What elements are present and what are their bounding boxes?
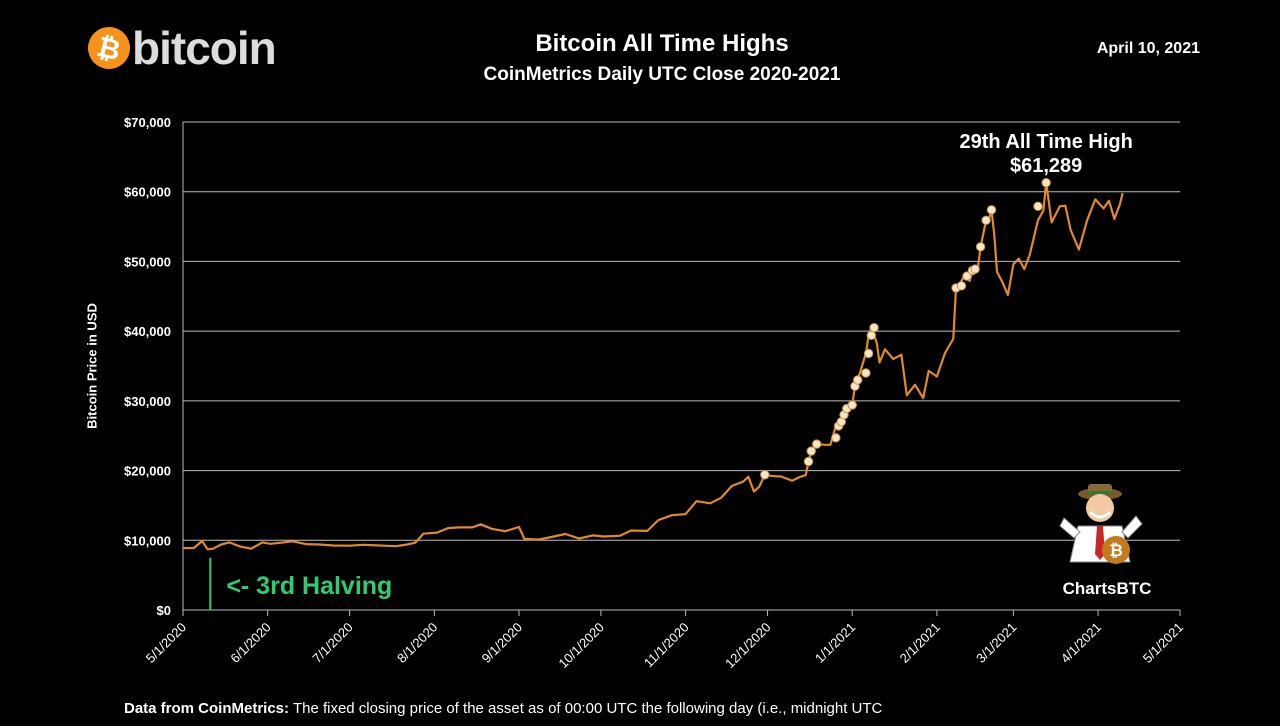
chart-title: Bitcoin All Time Highs (535, 30, 789, 57)
ath-marker (975, 242, 986, 252)
ath-marker (1041, 178, 1051, 188)
y-tick-label: $50,000 (124, 254, 171, 269)
ath-annotation-title: 29th All Time High (959, 131, 1132, 153)
x-tick-label: 9/1/2020 (479, 620, 525, 666)
ath-marker (812, 439, 822, 449)
footer-note: Data from CoinMetrics: The fixed closing… (124, 700, 882, 717)
halving-annotation: <- 3rd Halving (226, 572, 392, 600)
y-tick-label: $20,000 (124, 464, 171, 479)
ath-marker (760, 470, 770, 480)
x-tick-label: 10/1/2020 (556, 620, 608, 672)
ath-marker (956, 281, 967, 291)
ath-marker (981, 215, 991, 225)
mascot-trader-icon: ₿ (1059, 484, 1143, 564)
ath-marker (863, 348, 874, 359)
x-tick-label: 1/1/2021 (812, 620, 858, 666)
price-series-line (182, 181, 1124, 551)
x-tick-label: 12/1/2020 (722, 620, 774, 672)
x-tick-label: 6/1/2020 (227, 620, 273, 666)
ath-annotation-value: $61,289 (1010, 155, 1082, 177)
chart-date: April 10, 2021 (1096, 40, 1200, 57)
footer-source-text: The fixed closing price of the asset as … (292, 700, 883, 717)
ath-marker (869, 322, 879, 333)
x-tick-label: 2/1/2021 (897, 620, 943, 666)
chart-subtitle: CoinMetrics Daily UTC Close 2020-2021 (483, 64, 841, 85)
x-tick-label: 3/1/2021 (973, 620, 1019, 666)
x-tick-label: 8/1/2020 (394, 620, 440, 666)
ath-marker (866, 330, 877, 341)
ath-marker (852, 375, 863, 385)
x-tick-label: 11/1/2020 (641, 620, 692, 671)
ath-marker (1033, 201, 1043, 212)
ath-marker (962, 271, 972, 281)
ath-marker (831, 433, 841, 443)
ath-marker (803, 456, 814, 467)
y-tick-label: $70,000 (124, 115, 171, 130)
footer-source-label: Data from CoinMetrics: (124, 700, 290, 717)
chartsbtc-label: ChartsBTC (1062, 579, 1152, 598)
bitcoin-logo: ₿ bitcoin (83, 22, 277, 74)
x-tick-label: 4/1/2021 (1058, 620, 1104, 666)
ath-marker (847, 400, 857, 410)
ath-marker (806, 446, 816, 456)
y-tick-label: $10,000 (124, 533, 171, 548)
svg-text:₿: ₿ (1109, 541, 1123, 561)
y-tick-label: $0 (157, 603, 171, 618)
ath-marker (970, 264, 980, 274)
y-tick-label: $60,000 (124, 185, 171, 200)
x-tick-label: 5/1/2021 (1140, 620, 1186, 666)
y-tick-label: $30,000 (124, 394, 171, 409)
x-tick-label: 7/1/2020 (309, 620, 355, 666)
y-tick-label: $40,000 (124, 324, 171, 339)
bitcoin-wordmark: bitcoin (132, 22, 277, 74)
ath-marker (986, 205, 997, 215)
x-tick-label: 5/1/2020 (143, 620, 189, 666)
ath-marker (861, 368, 871, 378)
